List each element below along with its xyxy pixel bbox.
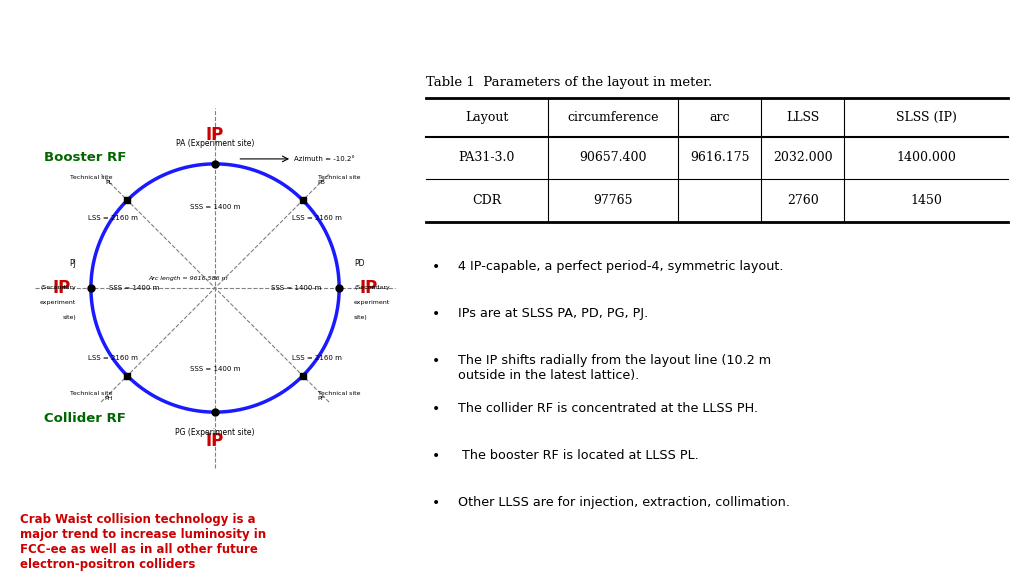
Text: Layout: Layout [465,111,508,124]
Text: LSS = 2160 m: LSS = 2160 m [88,215,138,222]
Text: FCC-ee key features and layout: FCC-ee key features and layout [193,17,831,52]
Text: Azimuth = -10.2°: Azimuth = -10.2° [295,156,355,162]
Text: CDR: CDR [472,194,502,207]
Text: Crab Waist collision technology is a
major trend to increase luminosity in
FCC-e: Crab Waist collision technology is a maj… [20,513,266,571]
Text: Technical site
PB: Technical site PB [317,175,360,185]
Text: SSS = 1400 m: SSS = 1400 m [189,204,241,210]
Text: LSS = 2160 m: LSS = 2160 m [292,215,342,222]
Text: LSS = 2160 m: LSS = 2160 m [292,354,342,361]
Text: LLSS: LLSS [786,111,819,124]
Text: SLSS (IP): SLSS (IP) [896,111,956,124]
Text: IP: IP [206,126,224,144]
Text: •: • [432,260,440,274]
Text: (Secondary: (Secondary [40,286,76,290]
Text: 4 IP-capable, a perfect period-4, symmetric layout.: 4 IP-capable, a perfect period-4, symmet… [459,260,784,273]
Text: SSS = 1400 m: SSS = 1400 m [189,366,241,372]
Text: •: • [432,496,440,510]
Text: experiment: experiment [354,301,390,305]
Text: 90657.400: 90657.400 [580,151,646,164]
Text: •: • [432,354,440,369]
Text: •: • [432,449,440,463]
Text: IP: IP [359,279,377,297]
Text: IPs are at SLSS PA, PD, PG, PJ.: IPs are at SLSS PA, PD, PG, PJ. [459,307,648,320]
Text: 2032.000: 2032.000 [773,151,833,164]
Text: experiment: experiment [40,301,76,305]
Text: 9616.175: 9616.175 [690,151,750,164]
Text: Other LLSS are for injection, extraction, collimation.: Other LLSS are for injection, extraction… [459,496,791,509]
Text: PG (Experiment site): PG (Experiment site) [175,429,255,437]
Text: •: • [432,307,440,321]
Text: SSS = 1400 m: SSS = 1400 m [110,285,160,291]
Text: LSS = 2160 m: LSS = 2160 m [88,354,138,361]
Text: 97765: 97765 [593,194,633,207]
Text: (Secondary: (Secondary [354,286,390,290]
Text: Booster RF: Booster RF [44,151,126,164]
Text: Technical site
PL: Technical site PL [70,175,113,185]
Text: PA31-3.0: PA31-3.0 [459,151,515,164]
Text: Arc length = 9616.586 m: Arc length = 9616.586 m [147,275,227,281]
Text: 1450: 1450 [910,194,942,207]
Text: PA (Experiment site): PA (Experiment site) [176,139,254,147]
Text: arc: arc [710,111,730,124]
Text: site): site) [62,315,76,320]
Text: circumference: circumference [567,111,658,124]
Text: The booster RF is located at LLSS PL.: The booster RF is located at LLSS PL. [459,449,699,462]
Text: Technical site
PH: Technical site PH [70,391,113,401]
Text: IP: IP [53,279,71,297]
Text: The collider RF is concentrated at the LLSS PH.: The collider RF is concentrated at the L… [459,401,759,415]
Text: The IP shifts radially from the layout line (10.2 m
outside in the latest lattic: The IP shifts radially from the layout l… [459,354,771,382]
Text: SSS = 1400 m: SSS = 1400 m [270,285,321,291]
Text: 1400.000: 1400.000 [896,151,956,164]
Text: Collider RF: Collider RF [44,412,126,425]
Text: PD: PD [354,259,365,268]
Text: •: • [432,401,440,416]
Text: Technical site
PF: Technical site PF [317,391,360,401]
Text: IP: IP [206,432,224,450]
Text: PJ: PJ [70,259,76,268]
Text: Table 1  Parameters of the layout in meter.: Table 1 Parameters of the layout in mete… [426,76,712,89]
Text: 2760: 2760 [787,194,819,207]
Text: site): site) [354,315,368,320]
